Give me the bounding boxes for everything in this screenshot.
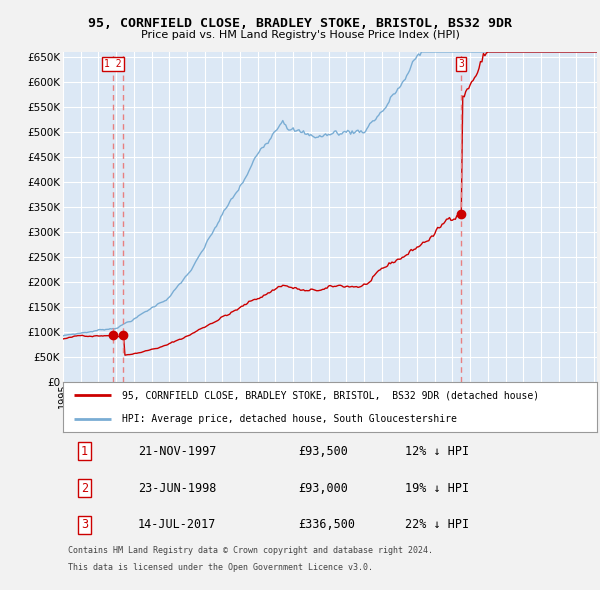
Text: £93,500: £93,500 <box>298 445 348 458</box>
Text: 3: 3 <box>458 60 464 70</box>
Text: 1 2: 1 2 <box>104 60 122 70</box>
Text: £93,000: £93,000 <box>298 481 348 494</box>
Text: 12% ↓ HPI: 12% ↓ HPI <box>405 445 469 458</box>
Text: £336,500: £336,500 <box>298 519 355 532</box>
Text: Contains HM Land Registry data © Crown copyright and database right 2024.: Contains HM Land Registry data © Crown c… <box>68 546 433 555</box>
Text: HPI: Average price, detached house, South Gloucestershire: HPI: Average price, detached house, Sout… <box>122 414 457 424</box>
Text: 22% ↓ HPI: 22% ↓ HPI <box>405 519 469 532</box>
Text: 23-JUN-1998: 23-JUN-1998 <box>138 481 216 494</box>
Text: Price paid vs. HM Land Registry's House Price Index (HPI): Price paid vs. HM Land Registry's House … <box>140 30 460 40</box>
Text: 1: 1 <box>81 445 88 458</box>
Text: 14-JUL-2017: 14-JUL-2017 <box>138 519 216 532</box>
Text: 95, CORNFIELD CLOSE, BRADLEY STOKE, BRISTOL,  BS32 9DR (detached house): 95, CORNFIELD CLOSE, BRADLEY STOKE, BRIS… <box>122 390 539 400</box>
Text: 3: 3 <box>81 519 88 532</box>
Text: 21-NOV-1997: 21-NOV-1997 <box>138 445 216 458</box>
Text: This data is licensed under the Open Government Licence v3.0.: This data is licensed under the Open Gov… <box>68 563 373 572</box>
Text: 19% ↓ HPI: 19% ↓ HPI <box>405 481 469 494</box>
Text: 2: 2 <box>81 481 88 494</box>
Text: 95, CORNFIELD CLOSE, BRADLEY STOKE, BRISTOL, BS32 9DR: 95, CORNFIELD CLOSE, BRADLEY STOKE, BRIS… <box>88 17 512 30</box>
